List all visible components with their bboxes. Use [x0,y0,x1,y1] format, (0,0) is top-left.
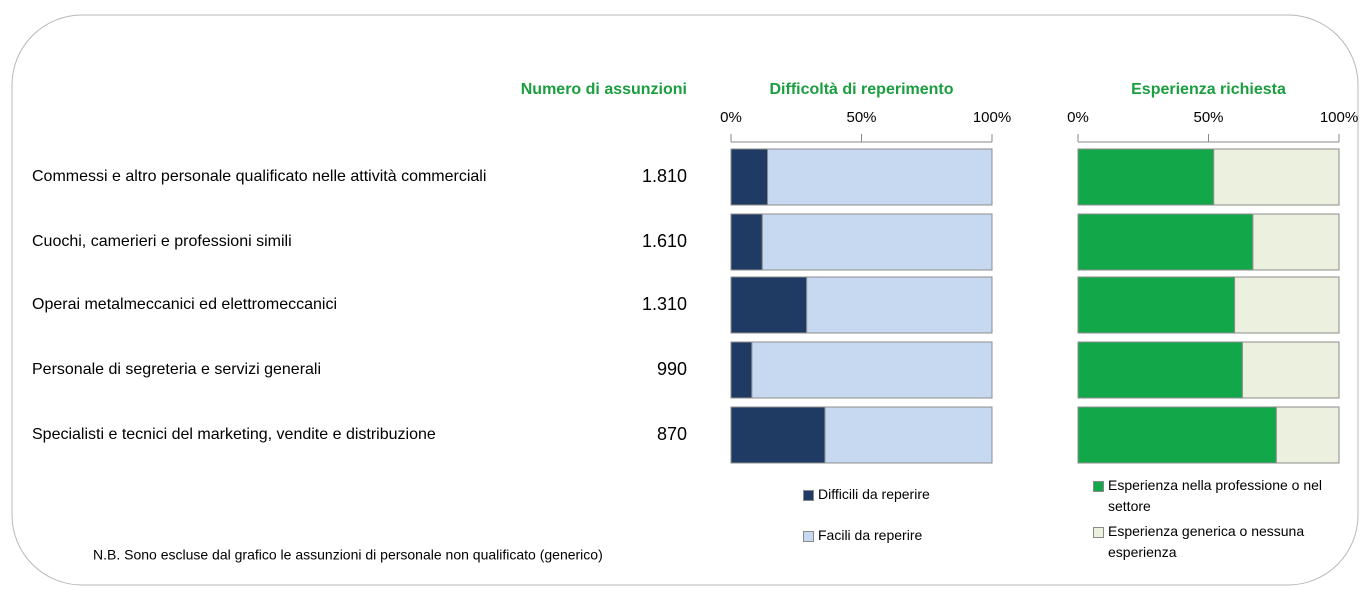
legend-label: Facili da reperire [818,527,923,543]
bar-segment [806,276,993,334]
x-tick-label: 0% [1067,109,1089,126]
legend-swatch [1093,527,1104,538]
bar-segment [730,148,769,206]
frame [11,14,1359,586]
bar-segment [730,406,826,464]
category-label: Commessi e altro personale qualificato n… [32,168,486,185]
x-tick-label: 0% [720,109,742,126]
hires-value: 870 [657,424,687,444]
legend-item: Esperienza nella professione o nel setto… [1093,475,1323,517]
bar-segment [1234,276,1340,334]
bar-segment [824,406,993,464]
legend-item: Facili da reperire [803,525,1003,546]
bar-segment [730,276,808,334]
legend-item: Esperienza generica o nessuna esperienza [1093,521,1323,563]
legend-swatch [803,531,814,542]
category-label: Specialisti e tecnici del marketing, ven… [32,426,436,443]
bar-segment [751,341,993,399]
hires-value: 1.310 [642,294,687,314]
category-label: Operai metalmeccanici ed elettromeccanic… [32,296,337,313]
bar-segment [1077,148,1215,206]
legend-swatch [803,490,814,501]
legend-label: Difficili da reperire [818,486,930,502]
x-tick-label: 100% [973,109,1011,126]
chart-title: Difficoltà di reperimento [769,81,953,98]
bar-segment [767,148,993,206]
chart-title: Esperienza richiesta [1131,81,1286,98]
bar-segment [730,341,753,399]
legend-swatch [1093,481,1104,492]
hires-value: 1.610 [642,231,687,251]
legend-item: Difficili da reperire [803,484,1003,505]
bar-segment [1275,406,1340,464]
legend-label: Esperienza nella professione o nel setto… [1108,477,1323,514]
bar-segment [1077,406,1277,464]
bar-segment [761,213,993,271]
hires-value: 990 [657,359,687,379]
bar-segment [1077,276,1236,334]
hires-value: 1.810 [642,166,687,186]
bar-segment [1252,213,1340,271]
bar-segment [1213,148,1340,206]
bar-segment [730,213,763,271]
legend-label: Esperienza generica o nessuna esperienza [1108,523,1305,560]
x-tick-label: 50% [1193,109,1223,126]
category-label: Cuochi, camerieri e professioni simili [32,233,292,250]
hires-title: Numero di assunzioni [521,81,687,98]
x-tick-label: 100% [1320,109,1358,126]
bar-segment [1077,341,1243,399]
bar-segment [1077,213,1254,271]
note: N.B. Sono escluse dal grafico le assunzi… [93,547,603,563]
bar-segment [1241,341,1340,399]
x-tick-label: 50% [846,109,876,126]
category-label: Personale di segreteria e servizi genera… [32,361,321,378]
